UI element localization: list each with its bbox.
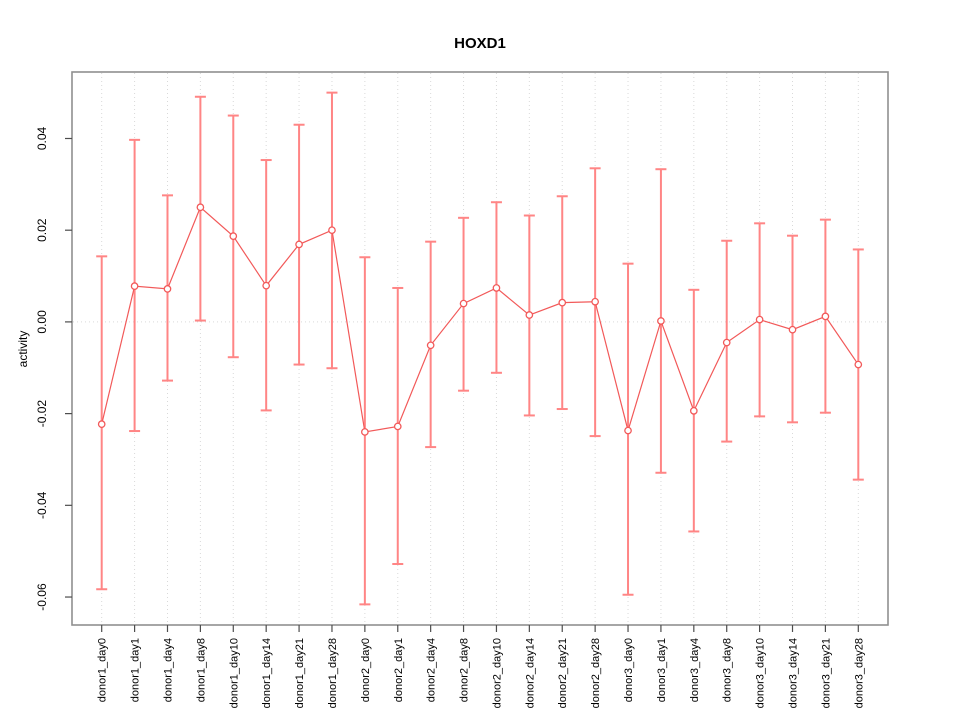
x-tick-label: donor2_day0 [360, 638, 372, 702]
x-tick-label: donor3_day10 [755, 638, 767, 708]
x-tick-label: donor3_day14 [788, 638, 800, 708]
x-tick-label: donor1_day1 [130, 638, 142, 702]
x-tick-label: donor1_day0 [97, 638, 109, 702]
data-point [788, 325, 797, 334]
y-tick-label: 0.00 [35, 310, 49, 334]
x-tick-label: donor2_day8 [459, 638, 471, 702]
data-point [130, 282, 139, 290]
x-tick-label: donor1_day28 [327, 638, 339, 708]
data-point [163, 285, 172, 293]
y-tick-label: 0.02 [35, 218, 49, 242]
data-point [591, 297, 599, 306]
y-axis-labels: 0.04 0.02 0.00 -0.02 -0.04 -0.06 [35, 126, 49, 610]
y-axis-ticks [65, 137, 72, 598]
data-point [821, 312, 830, 321]
data-point [196, 203, 205, 212]
x-tick-label: donor2_day4 [426, 638, 438, 702]
x-tick-label: donor2_day28 [590, 638, 602, 708]
data-point [229, 232, 238, 241]
data-point [459, 299, 468, 308]
data-points [97, 203, 863, 436]
y-tick-label: -0.06 [35, 583, 49, 611]
data-point [262, 281, 271, 290]
series-polyline [101, 206, 859, 433]
data-point [624, 426, 632, 435]
x-tick-label: donor1_day8 [195, 638, 207, 702]
x-axis-ticks [101, 625, 859, 632]
data-point [689, 407, 698, 415]
chart-title: HOXD1 [454, 35, 506, 52]
data-point [525, 311, 534, 319]
data-point [328, 226, 336, 235]
x-tick-label: donor1_day21 [294, 638, 306, 708]
x-axis-labels: donor1_day0 donor1_day1 donor1_day4 donor1_… [97, 638, 866, 708]
y-tick-label: 0.04 [35, 126, 49, 150]
x-tick-label: donor2_day10 [491, 638, 503, 708]
x-tick-label: donor3_day8 [722, 638, 734, 702]
data-point [755, 315, 764, 324]
data-point [97, 420, 106, 429]
x-tick-label: donor1_day14 [261, 638, 273, 708]
data-point [426, 341, 435, 350]
error-bars [96, 91, 864, 606]
data-point [722, 338, 731, 347]
x-tick-label: donor2_day21 [557, 638, 569, 708]
x-tick-label: donor3_day4 [689, 638, 701, 702]
x-tick-label: donor3_day28 [853, 638, 865, 708]
x-tick-label: donor1_day4 [162, 638, 174, 702]
data-point [492, 284, 501, 292]
data-point [657, 317, 665, 325]
x-tick-label: donor2_day14 [524, 638, 536, 708]
gridlines [101, 73, 859, 624]
data-point [393, 422, 402, 431]
x-tick-label: donor1_day10 [228, 638, 240, 708]
y-tick-label: -0.04 [35, 491, 49, 519]
data-point [558, 298, 567, 307]
x-tick-label: donor3_day1 [656, 638, 668, 702]
data-point [295, 240, 303, 249]
series-line [101, 206, 859, 433]
y-tick-label: -0.02 [35, 400, 49, 428]
data-point [854, 360, 863, 369]
y-axis-title: activity [16, 331, 30, 368]
data-point [361, 428, 369, 436]
x-tick-label: donor3_day0 [623, 638, 635, 702]
plot-frame [71, 71, 889, 626]
x-tick-label: donor2_day1 [393, 638, 405, 702]
x-tick-label: donor3_day21 [820, 638, 832, 708]
